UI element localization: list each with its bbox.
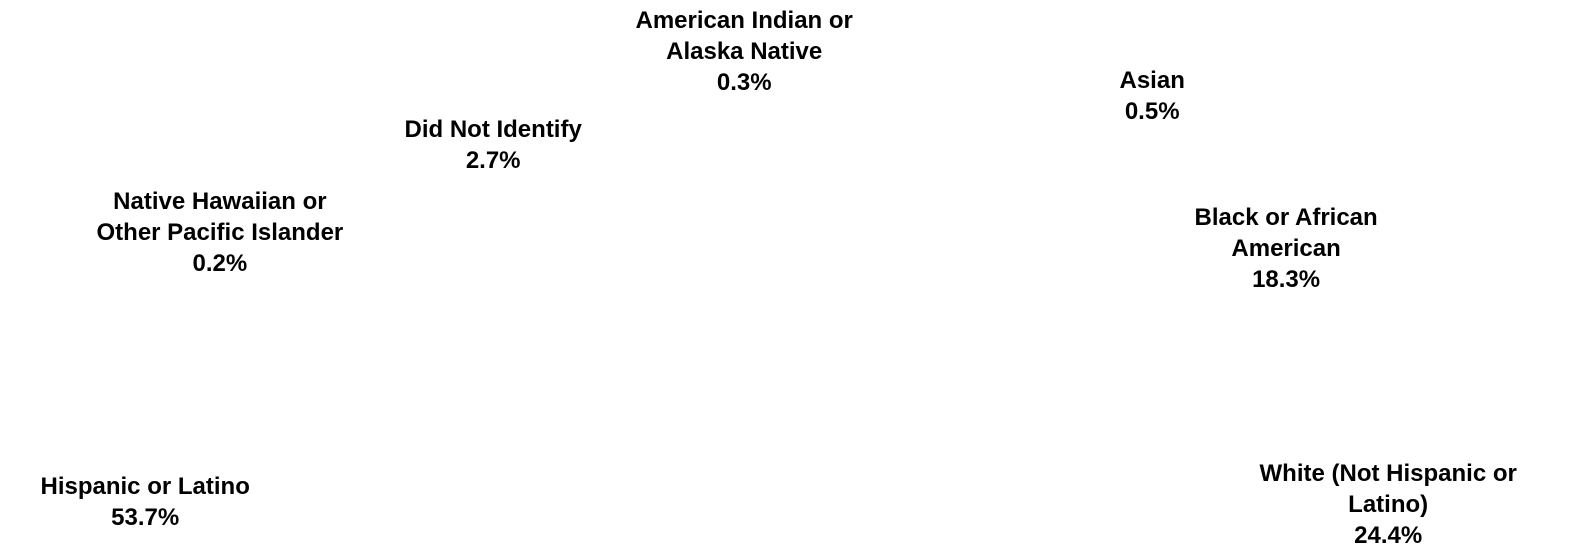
slice-label-white: White (Not Hispanic or Latino) 24.4% xyxy=(1259,460,1517,549)
slice-label-asian: Asian 0.5% xyxy=(1119,67,1185,125)
slice-label-black: Black or African American 18.3% xyxy=(1194,204,1378,293)
slice-label-native-hawaiian: Native Hawaiian or Other Pacific Islande… xyxy=(96,188,344,277)
slice-label-american-indian: American Indian or Alaska Native 0.3% xyxy=(635,7,853,96)
slice-label-did-not-identify: Did Not Identify 2.7% xyxy=(404,116,582,174)
slice-label-hispanic: Hispanic or Latino 53.7% xyxy=(40,473,250,531)
